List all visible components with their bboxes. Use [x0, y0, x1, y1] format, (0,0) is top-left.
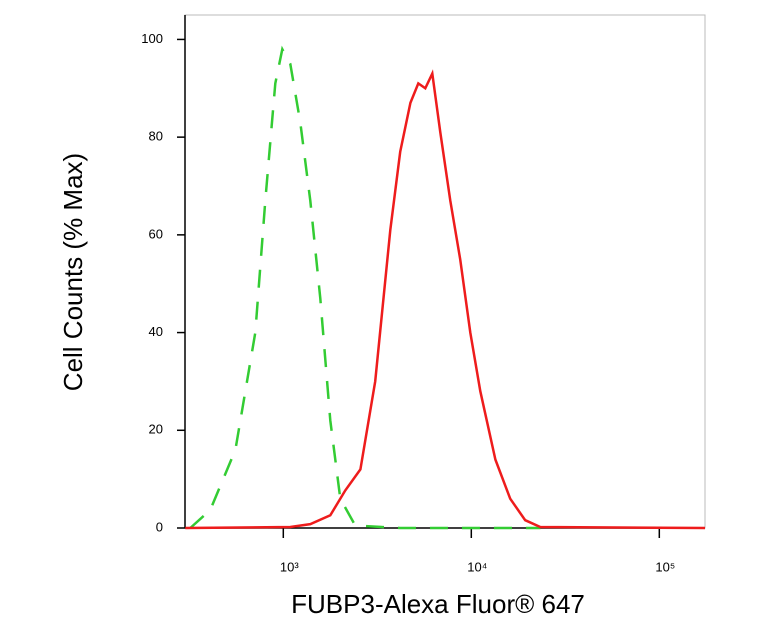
- x-tick-label: 10⁴: [467, 559, 487, 574]
- x-tick-label: 10⁵: [655, 559, 675, 574]
- x-tick-label: 10³: [280, 559, 299, 574]
- x-axis-label: FUBP3-Alexa Fluor® 647: [291, 589, 585, 619]
- y-axis-label: Cell Counts (% Max): [58, 153, 88, 391]
- series-line: [189, 45, 541, 530]
- y-tick-label: 80: [149, 129, 163, 144]
- y-tick-label: 0: [156, 519, 163, 534]
- y-tick-label: 20: [149, 422, 163, 437]
- plot-frame: [184, 14, 706, 529]
- series-line: [185, 69, 706, 530]
- y-tick-label: 100: [141, 31, 163, 46]
- y-tick-label: 40: [149, 324, 163, 339]
- y-tick-label: 60: [149, 226, 163, 241]
